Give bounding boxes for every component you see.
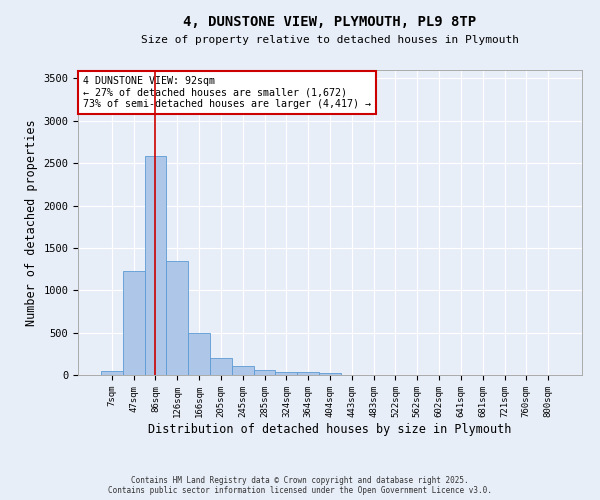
Bar bbox=[166, 262, 188, 375]
Bar bbox=[123, 271, 145, 375]
Text: Contains HM Land Registry data © Crown copyright and database right 2025.
Contai: Contains HM Land Registry data © Crown c… bbox=[108, 476, 492, 495]
Text: 4, DUNSTONE VIEW, PLYMOUTH, PL9 8TP: 4, DUNSTONE VIEW, PLYMOUTH, PL9 8TP bbox=[184, 15, 476, 29]
Bar bbox=[210, 358, 232, 375]
X-axis label: Distribution of detached houses by size in Plymouth: Distribution of detached houses by size … bbox=[148, 422, 512, 436]
Bar bbox=[232, 366, 254, 375]
Bar bbox=[319, 373, 341, 375]
Y-axis label: Number of detached properties: Number of detached properties bbox=[25, 119, 38, 326]
Bar bbox=[188, 332, 210, 375]
Bar bbox=[254, 370, 275, 375]
Bar bbox=[297, 372, 319, 375]
Text: Size of property relative to detached houses in Plymouth: Size of property relative to detached ho… bbox=[141, 35, 519, 45]
Bar bbox=[145, 156, 166, 375]
Bar bbox=[275, 372, 297, 375]
Bar bbox=[101, 371, 123, 375]
Text: 4 DUNSTONE VIEW: 92sqm
← 27% of detached houses are smaller (1,672)
73% of semi-: 4 DUNSTONE VIEW: 92sqm ← 27% of detached… bbox=[83, 76, 371, 110]
